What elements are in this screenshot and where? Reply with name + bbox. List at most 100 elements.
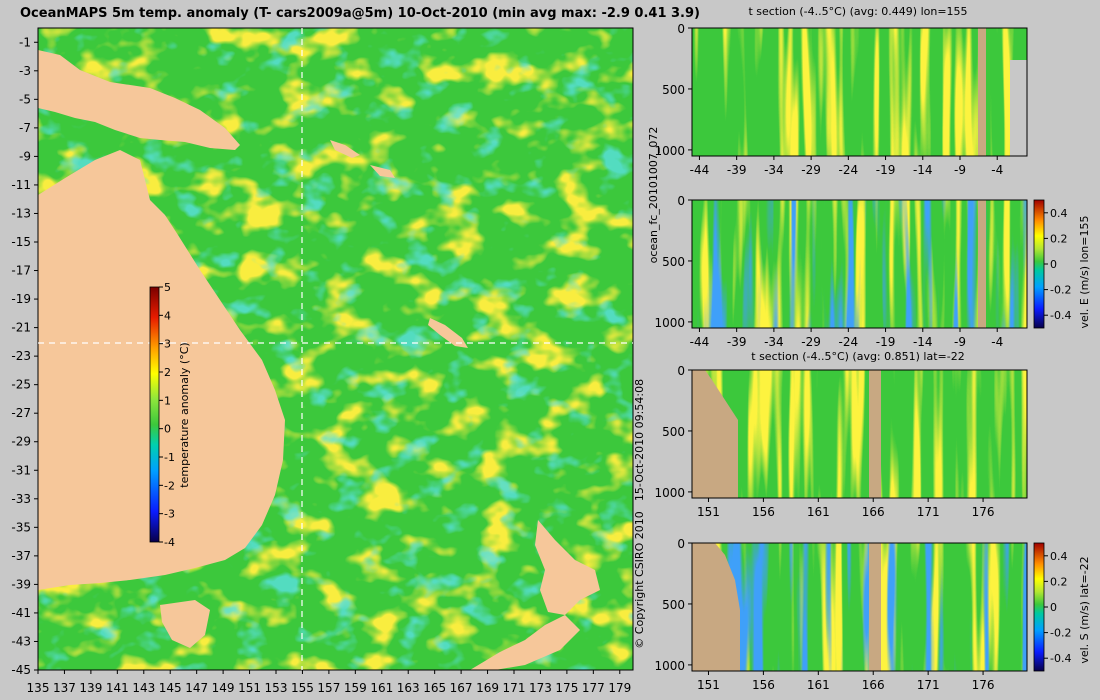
map-x-tick-label: 151 — [238, 681, 261, 695]
section-x-tick-label: -24 — [839, 335, 859, 349]
section-x-tick-label: -24 — [839, 163, 859, 177]
section2-x-ticks: -44 -39 -34 -29 -24 -19 -14 -9 -4 — [690, 328, 1003, 349]
section2-land-column — [978, 200, 986, 328]
section3-texture — [692, 370, 1027, 498]
map-x-ticks: 135 137 139 141 143 145 147 149 151 153 155 157 159 1… — [27, 670, 631, 695]
map-x-tick-label: 139 — [79, 681, 102, 695]
section2-colorbar-gradient — [1033, 199, 1045, 329]
section4-land-column — [869, 543, 881, 671]
map-y-tick-label: -19 — [11, 292, 31, 306]
section-x-tick-label: 156 — [752, 505, 775, 519]
velocity-colorbar-tick-label: -0.2 — [1050, 627, 1071, 640]
section-x-tick-label: -14 — [913, 163, 933, 177]
map-y-ticks: -1 -3 -5 -7 -9 -11 -13 -15 -17 -19 -21 -23 -25 -27 -29… — [11, 35, 38, 677]
map-frame — [37, 27, 634, 671]
section-x-tick-label: -34 — [764, 163, 784, 177]
section-x-tick-label: -9 — [954, 163, 966, 177]
map-y-tick-label: -11 — [11, 178, 31, 192]
map-x-tick-label: 165 — [423, 681, 446, 695]
section3-frame — [691, 369, 1028, 499]
section-y-tick-label: 1000 — [654, 486, 685, 500]
section-y-tick-label: 1000 — [654, 316, 685, 330]
section-x-tick-label: 151 — [697, 505, 720, 519]
map-x-tick-label: 175 — [555, 681, 578, 695]
copyright-label: © Copyright CSIRO 2010 — [633, 511, 646, 648]
map-y-tick-label: -35 — [11, 520, 31, 534]
velocity-colorbar-tick-label: 0 — [1050, 601, 1057, 614]
map-x-tick-label: 159 — [344, 681, 367, 695]
land-tasmania — [160, 600, 210, 648]
map-colorbar-tick-label: -4 — [164, 536, 175, 549]
map-colorbar-tick-label: 5 — [164, 281, 171, 294]
section-x-tick-label: 171 — [917, 505, 940, 519]
section4-land-shelf — [692, 543, 740, 671]
section4-x-ticks: 151 156 161 166 171 176 — [697, 671, 995, 692]
section4-colorbar-gradient — [1033, 542, 1045, 672]
velocity-colorbar-tick-label: 0 — [1050, 258, 1057, 271]
section-y-tick-label: 0 — [677, 194, 685, 208]
land-australia — [38, 150, 285, 590]
map-y-tick-label: -29 — [11, 435, 31, 449]
section-x-tick-label: 166 — [862, 678, 885, 692]
velocity-colorbar-tick-label: 0.4 — [1050, 207, 1068, 220]
section-y-tick-label: 500 — [662, 425, 685, 439]
map-colorbar-tick-label: 1 — [164, 394, 171, 407]
section-y-tick-label: 0 — [677, 22, 685, 36]
land-new-guinea — [38, 50, 240, 150]
map-y-tick-label: -15 — [11, 235, 31, 249]
map-y-tick-label: -33 — [11, 492, 31, 506]
section-x-tick-label: 161 — [807, 678, 830, 692]
map-y-tick-label: -39 — [11, 577, 31, 591]
map-y-tick-label: -27 — [11, 406, 31, 420]
map-colorbar-gradient — [149, 286, 160, 543]
section-y-tick-label: 500 — [662, 83, 685, 97]
section-y-tick-label: 1000 — [654, 659, 685, 673]
map-y-tick-label: -21 — [11, 321, 31, 335]
map-x-tick-label: 161 — [370, 681, 393, 695]
section-x-tick-label: 171 — [917, 678, 940, 692]
section-x-tick-label: -4 — [991, 163, 1003, 177]
section-y-tick-label: 500 — [662, 255, 685, 269]
timestamp-label: 15-Oct-2010 09:54:08 — [633, 379, 646, 501]
section1-x-ticks: -44 -39 -34 -29 -24 -19 -14 -9 -4 — [690, 156, 1003, 177]
map-colorbar-label: temperature anomaly (°C) — [178, 342, 191, 487]
section-x-tick-label: 156 — [752, 678, 775, 692]
section-y-tick-label: 0 — [677, 364, 685, 378]
section2-texture-cool — [692, 200, 1027, 328]
velocity-colorbar-tick-label: 0.2 — [1050, 232, 1068, 245]
velocity-colorbar-tick-label: -0.2 — [1050, 284, 1071, 297]
map-y-tick-label: -41 — [11, 606, 31, 620]
run-id-label: ocean_fc_20101007_072 — [647, 127, 660, 264]
map-y-tick-label: -13 — [11, 206, 31, 220]
section4-colorbar-label: vel. S (m/s) lat=-22 — [1078, 556, 1091, 663]
map-y-tick-label: -5 — [19, 92, 31, 106]
map-y-tick-label: -45 — [11, 663, 31, 677]
section4-frame — [691, 542, 1028, 672]
map-x-tick-label: 137 — [53, 681, 76, 695]
velocity-colorbar-tick-label: 0.4 — [1050, 550, 1068, 563]
section1-land-corner — [1010, 60, 1027, 156]
map-x-tick-label: 141 — [106, 681, 129, 695]
section4-colorbar-ticks: 0.4 0.2 0 -0.2 -0.4 — [1044, 550, 1071, 665]
map-colorbar-tick-label: 2 — [164, 366, 171, 379]
section3-land-column — [869, 370, 881, 498]
map-x-tick-label: 147 — [185, 681, 208, 695]
map-colorbar-tick-label: 0 — [164, 423, 171, 436]
land-new-caledonia — [428, 318, 468, 348]
section-x-tick-label: -14 — [913, 335, 933, 349]
land-solomon-islands — [330, 140, 395, 178]
velocity-colorbar-tick-label: 0.2 — [1050, 575, 1068, 588]
section-y-tick-label: 1000 — [654, 144, 685, 158]
section-x-tick-label: -19 — [876, 335, 896, 349]
map-y-tick-label: -31 — [11, 463, 31, 477]
section1-texture — [692, 28, 1027, 156]
map-x-tick-label: 143 — [132, 681, 155, 695]
section1-title: t section (-4..5°C) (avg: 0.449) lon=155 — [748, 5, 967, 18]
section-x-tick-label: -4 — [991, 335, 1003, 349]
section-x-tick-label: 151 — [697, 678, 720, 692]
section3-land-shelf — [692, 370, 738, 498]
map-y-tick-label: -25 — [11, 378, 31, 392]
map-y-tick-label: -1 — [19, 35, 31, 49]
